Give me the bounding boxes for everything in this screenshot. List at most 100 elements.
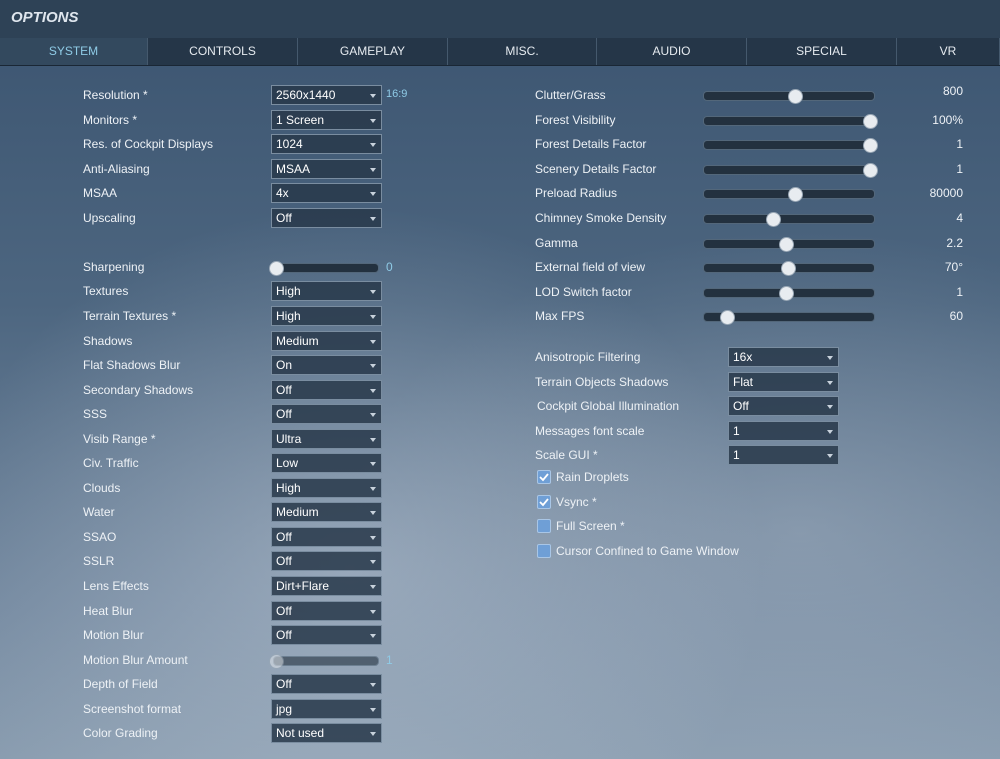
setting-label: SSS: [83, 407, 108, 422]
dropdown[interactable]: 1 Screen: [271, 109, 382, 130]
setting-label: Flat Shadows Blur: [83, 358, 181, 373]
tab[interactable]: SYSTEM: [0, 38, 148, 65]
checkbox-label: Full Screen *: [556, 519, 625, 533]
dropdown[interactable]: Off: [271, 526, 382, 547]
setting-label: Sharpening: [83, 259, 145, 274]
check-path: [539, 473, 549, 482]
setting-label: Civ. Traffic: [83, 456, 139, 471]
dropdown[interactable]: Off: [728, 396, 839, 416]
slider-value: 4: [956, 211, 963, 225]
setting-label: Heat Blur: [83, 603, 134, 618]
slider-track[interactable]: [703, 214, 875, 224]
dropdown[interactable]: High: [271, 305, 382, 326]
dropdown[interactable]: Not used: [271, 723, 382, 744]
tab[interactable]: GAMEPLAY: [298, 38, 448, 65]
setting-label: Screenshot format: [83, 701, 182, 716]
tab[interactable]: SPECIAL: [747, 38, 897, 65]
dropdown[interactable]: Dirt+Flare: [271, 576, 382, 596]
title: OPTIONS: [11, 9, 79, 26]
slider-track[interactable]: [703, 140, 875, 151]
tab[interactable]: CONTROLS: [148, 38, 298, 65]
dropdown[interactable]: High: [271, 477, 382, 498]
setting-label: Monitors *: [83, 112, 138, 127]
dropdown[interactable]: 1024: [271, 134, 382, 155]
setting-label: External field of view: [535, 260, 646, 275]
dropdown[interactable]: Medium: [271, 330, 382, 351]
slider-knob[interactable]: [863, 138, 878, 154]
slider-knob[interactable]: [781, 261, 796, 277]
dropdown[interactable]: Off: [271, 625, 382, 646]
setting-label: Cockpit Global Illumination: [537, 399, 680, 413]
slider-knob[interactable]: [269, 260, 284, 276]
header-bar: OPTIONS: [0, 0, 1000, 38]
dropdown[interactable]: Off: [271, 551, 382, 572]
setting-label: Upscaling: [83, 210, 136, 225]
dropdown[interactable]: 2560x1440: [271, 85, 382, 105]
checkbox[interactable]: [537, 470, 551, 484]
dropdown[interactable]: Off: [271, 674, 382, 695]
slider-track[interactable]: [703, 312, 875, 323]
dropdown[interactable]: MSAA: [271, 158, 382, 179]
slider-knob[interactable]: [720, 310, 736, 326]
dropdown[interactable]: Off: [271, 404, 382, 425]
slider-track[interactable]: [703, 115, 875, 126]
slider-knob[interactable]: [766, 212, 782, 227]
check-mark: [539, 473, 549, 482]
slider-knob[interactable]: [269, 653, 284, 669]
tab[interactable]: AUDIO: [597, 38, 747, 65]
setting-label: Anisotropic Filtering: [535, 350, 641, 364]
setting-label: Clutter/Grass: [535, 88, 606, 102]
setting-label: SSAO: [83, 529, 117, 544]
slider-value: 70°: [944, 260, 963, 275]
slider-knob[interactable]: [863, 162, 878, 178]
slider-track[interactable]: [273, 655, 379, 666]
tab[interactable]: VR: [897, 38, 1000, 65]
setting-label: Scale GUI *: [535, 448, 598, 462]
tab[interactable]: MISC.: [448, 38, 597, 65]
setting-label: Textures: [83, 284, 129, 299]
dropdown[interactable]: Medium: [271, 502, 382, 523]
dropdown[interactable]: 1: [728, 420, 839, 441]
slider-knob[interactable]: [787, 187, 803, 203]
dropdown[interactable]: High: [271, 281, 382, 302]
slider-value: 80000: [929, 186, 963, 201]
setting-label: Motion Blur Amount: [83, 652, 188, 667]
dropdown[interactable]: 16x: [728, 347, 839, 367]
slider-knob[interactable]: [787, 89, 803, 104]
dropdown[interactable]: Off: [271, 379, 382, 400]
dropdown[interactable]: 1: [728, 445, 839, 465]
setting-label: Messages font scale: [535, 423, 645, 438]
setting-label: Forest Visibility: [535, 112, 616, 127]
setting-label: LOD Switch factor: [535, 284, 632, 299]
dropdown[interactable]: Ultra: [271, 428, 382, 449]
dropdown[interactable]: Off: [271, 207, 382, 228]
setting-label: Water: [83, 505, 115, 520]
check-path: [539, 497, 549, 506]
dropdown[interactable]: Flat: [728, 371, 839, 392]
checkbox[interactable]: [537, 519, 551, 533]
setting-label: Terrain Textures *: [83, 308, 177, 323]
slider-knob[interactable]: [779, 236, 795, 252]
setting-label: Clouds: [83, 480, 121, 495]
setting-label: Max FPS: [535, 309, 585, 324]
dropdown[interactable]: On: [271, 355, 382, 376]
checkbox[interactable]: [537, 494, 551, 509]
setting-label: Depth of Field: [83, 677, 158, 692]
dropdown[interactable]: 4x: [271, 183, 382, 204]
check-mark: [539, 497, 549, 506]
checkbox[interactable]: [537, 543, 551, 558]
setting-label: Preload Radius: [535, 186, 618, 201]
dropdown[interactable]: jpg: [271, 698, 382, 719]
slider-track[interactable]: [703, 164, 875, 175]
tab-bar: SYSTEM CONTROLS GAMEPLAY MISC. AUDIO SPECIAL V…: [0, 38, 1000, 66]
slider-knob[interactable]: [863, 113, 878, 129]
dropdown[interactable]: Off: [271, 600, 382, 621]
slider-track[interactable]: [273, 262, 379, 273]
setting-label: Resolution *: [83, 88, 148, 102]
setting-label: Anti-Aliasing: [83, 161, 150, 176]
dropdown[interactable]: Low: [271, 453, 382, 474]
slider-value: 1: [386, 652, 393, 667]
slider-value: 0: [386, 259, 393, 274]
slider-knob[interactable]: [779, 285, 795, 301]
